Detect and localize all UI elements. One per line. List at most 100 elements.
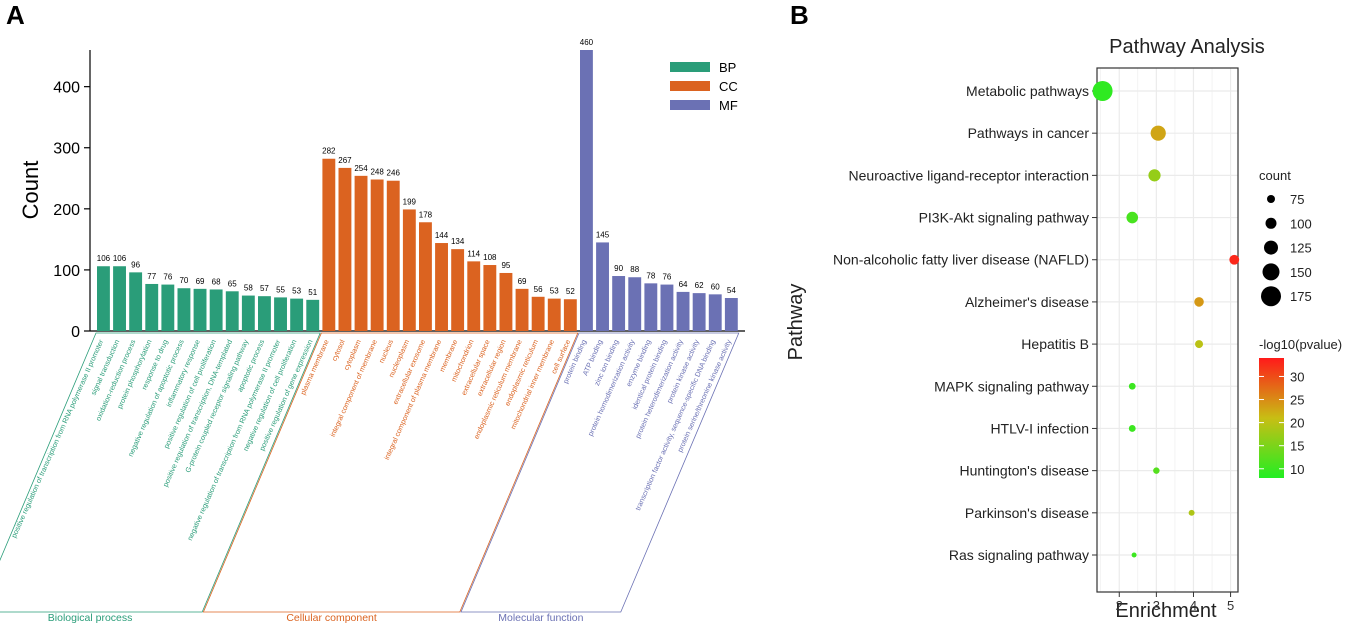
go-bar-value-label: 144 <box>435 231 449 240</box>
go-legend-swatch-bp <box>670 62 710 72</box>
go-group-bracket-cellular-component <box>202 332 579 613</box>
go-bar-value-label: 78 <box>646 271 655 280</box>
go-bar-value-label: 246 <box>387 169 401 178</box>
go-legend-swatch-mf <box>670 100 710 110</box>
go-bar-value-label: 69 <box>196 277 205 286</box>
go-group-label: Cellular component <box>286 612 377 623</box>
go-bar-endoplasmic-reticulum-membrane <box>515 288 529 331</box>
pathway-label: Huntington's disease <box>959 463 1089 479</box>
go-bar-membrane <box>451 249 465 331</box>
pathway-label: PI3K-Akt signaling pathway <box>919 210 1089 226</box>
pathway-label: Ras signaling pathway <box>949 547 1089 563</box>
go-group-bracket-biological-process <box>0 332 321 613</box>
color-bar-tick-label: 10 <box>1290 462 1304 477</box>
go-bar-response-to-drug <box>161 284 175 331</box>
pathway-point-pi3k-akt-signaling-pathway <box>1126 211 1139 224</box>
go-y-tick-label: 400 <box>53 80 80 97</box>
go-bar-value-label: 58 <box>244 284 253 293</box>
pathway-label: HTLV-I infection <box>990 420 1089 436</box>
panel-label-b: B <box>790 0 809 30</box>
go-bar-positive-regulation-of-gene-expression <box>306 299 320 331</box>
go-y-tick-label: 300 <box>53 141 80 158</box>
go-category-label: cytosol <box>329 338 346 362</box>
go-bar-value-label: 248 <box>370 168 384 177</box>
go-bar-value-label: 69 <box>518 277 527 286</box>
go-bar-value-label: 70 <box>179 276 188 285</box>
go-bar-value-label: 134 <box>451 237 465 246</box>
go-bar-value-label: 108 <box>483 253 497 262</box>
go-bar-value-label: 54 <box>727 286 736 295</box>
go-y-axis-label: Count <box>18 161 43 220</box>
go-bar-chart: Count 0 100 200 300 400 106 positive regulatio… <box>0 38 745 623</box>
size-legend-dot <box>1262 263 1280 281</box>
pathway-point-mapk-signaling-pathway <box>1128 382 1136 390</box>
go-bar-negative-regulation-of-transcription-from-rna-polymerase-ii-promoter <box>274 297 287 331</box>
go-bar-value-label: 57 <box>260 284 269 293</box>
pathway-label: Alzheimer's disease <box>965 294 1089 310</box>
go-bar-value-label: 68 <box>212 277 221 286</box>
pathway-point-alzheimer-s-disease <box>1194 297 1204 307</box>
pathway-point-htlv-i-infection <box>1128 425 1136 432</box>
pathway-x-tick-label: 3 <box>1153 598 1160 613</box>
pathway-label: Hepatitis B <box>1021 336 1089 352</box>
go-bar-protein-binding <box>580 50 593 331</box>
go-bar-value-label: 114 <box>467 249 480 258</box>
color-bar-tick-label: 15 <box>1290 439 1304 454</box>
color-bar <box>1259 358 1284 478</box>
size-legend-label: 150 <box>1290 265 1312 280</box>
pathway-point-non-alcoholic-fatty-liver-disease-nafld <box>1229 254 1240 265</box>
go-group-label: Molecular function <box>498 612 583 623</box>
go-bar-g-protein-coupled-receptor-signaling-pathway <box>241 295 255 331</box>
size-legend-dot <box>1267 195 1275 203</box>
go-bar-value-label: 267 <box>338 156 352 165</box>
go-bar-integral-component-of-plasma-membrane <box>435 243 448 331</box>
go-bar-value-label: 145 <box>596 230 610 239</box>
go-bar-positive-regulation-of-transcription-dna-templated <box>225 291 239 331</box>
go-bar-protein-heterodimerization-activity <box>676 291 690 331</box>
pathway-point-hepatitis-b <box>1195 340 1204 349</box>
color-bar-tick-label: 25 <box>1290 393 1304 408</box>
go-bar-integral-component-of-membrane <box>370 179 384 331</box>
go-bar-value-label: 282 <box>322 147 336 156</box>
go-bar-value-label: 51 <box>308 288 317 297</box>
go-bar-value-label: 53 <box>292 287 301 296</box>
go-bar-cytoplasm <box>354 175 368 331</box>
pathway-x-tick-label: 4 <box>1190 598 1197 613</box>
go-bar-value-label: 88 <box>630 265 639 274</box>
pathway-x-axis-label: Enrichment <box>1115 600 1217 622</box>
pathway-y-axis-label: Pathway <box>785 284 807 361</box>
go-category-label: positive regulation of transcription fro… <box>9 338 105 540</box>
pathway-point-metabolic-pathways <box>1092 81 1113 101</box>
pathway-point-huntington-s-disease <box>1153 467 1160 474</box>
go-group-bracket-molecular-function <box>460 332 740 613</box>
pathway-label: Parkinson's disease <box>965 505 1089 521</box>
go-bar-value-label: 96 <box>131 260 140 269</box>
go-bar-value-label: 460 <box>580 38 594 47</box>
size-legend-label: 175 <box>1290 289 1312 304</box>
pathway-label: MAPK signaling pathway <box>934 378 1089 394</box>
size-legend-label: 125 <box>1290 241 1312 256</box>
go-bar-value-label: 60 <box>711 282 720 291</box>
go-bar-value-label: 199 <box>403 197 417 206</box>
go-bar-inflammatory-response <box>193 288 207 331</box>
go-bar-negative-regulation-of-cell-proliferation <box>290 298 304 331</box>
size-legend-dot <box>1264 240 1278 255</box>
go-bar-value-label: 95 <box>501 261 510 270</box>
go-bar-apoptotic-process <box>258 296 271 331</box>
go-bar-value-label: 76 <box>662 273 671 282</box>
go-bar-value-label: 62 <box>695 281 704 290</box>
go-bar-value-label: 55 <box>276 285 285 294</box>
go-bar-mitochondrion <box>467 261 481 331</box>
pathway-point-ras-signaling-pathway <box>1131 552 1137 558</box>
pathway-point-parkinson-s-disease <box>1188 509 1195 516</box>
pathway-bubble-chart: Pathway Analysis Enrichment Pathway coun… <box>785 36 1342 622</box>
go-legend-label: BP <box>719 60 736 75</box>
go-bar-cytosol <box>338 167 352 331</box>
size-legend-dot <box>1265 217 1277 229</box>
go-bar-nucleus <box>386 180 400 331</box>
go-bar-value-label: 64 <box>679 280 688 289</box>
pathway-chart-title: Pathway Analysis <box>1109 36 1265 58</box>
go-bar-plasma-membrane <box>322 158 336 331</box>
go-legend-label: CC <box>719 79 738 94</box>
